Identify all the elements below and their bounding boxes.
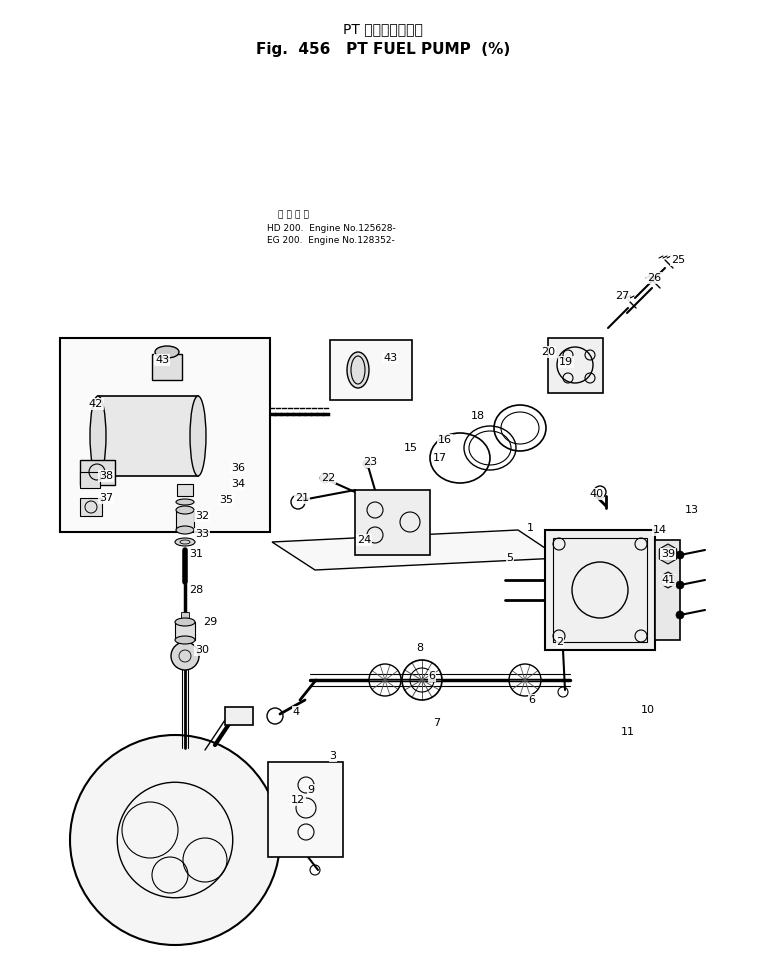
Circle shape — [676, 551, 684, 559]
Bar — [181, 612, 189, 618]
Bar — [98, 396, 198, 476]
Text: 26: 26 — [647, 273, 661, 283]
Bar — [80, 460, 115, 485]
Text: 37: 37 — [99, 493, 113, 503]
Ellipse shape — [90, 396, 106, 476]
Polygon shape — [660, 544, 676, 564]
Ellipse shape — [347, 352, 369, 388]
Text: 5: 5 — [506, 553, 513, 563]
Text: 11: 11 — [621, 727, 635, 737]
Text: 41: 41 — [661, 575, 675, 585]
Ellipse shape — [175, 618, 195, 626]
Circle shape — [363, 460, 371, 468]
Text: 39: 39 — [661, 549, 675, 559]
Text: 1: 1 — [526, 523, 534, 533]
Bar — [355, 490, 430, 555]
Ellipse shape — [175, 636, 195, 644]
Text: 9: 9 — [308, 785, 314, 795]
Text: 33: 33 — [195, 529, 209, 539]
Text: 18: 18 — [471, 411, 485, 421]
Text: 40: 40 — [589, 489, 603, 499]
Text: 36: 36 — [231, 463, 245, 473]
Bar — [268, 762, 343, 857]
Text: 34: 34 — [231, 479, 245, 489]
Text: 20: 20 — [541, 347, 555, 357]
Text: 適 用 車 種: 適 用 車 種 — [278, 210, 309, 219]
Text: 23: 23 — [363, 457, 377, 467]
Circle shape — [676, 581, 684, 589]
Bar — [176, 510, 194, 530]
Text: 10: 10 — [641, 705, 655, 715]
Text: 19: 19 — [559, 357, 573, 367]
Bar — [330, 340, 412, 400]
Text: 38: 38 — [99, 471, 113, 481]
Text: 28: 28 — [189, 585, 203, 595]
Ellipse shape — [190, 396, 206, 476]
Text: PT フェェルポンプ: PT フェェルポンプ — [343, 22, 423, 36]
Ellipse shape — [176, 526, 194, 534]
Ellipse shape — [176, 506, 194, 514]
Circle shape — [171, 642, 199, 670]
Text: 13: 13 — [685, 505, 699, 515]
Text: EG 200.  Engine No.128352-: EG 200. Engine No.128352- — [267, 236, 395, 245]
Bar — [548, 338, 603, 393]
Text: 15: 15 — [404, 443, 418, 453]
Text: 30: 30 — [195, 645, 209, 655]
Text: 3: 3 — [330, 751, 337, 761]
Text: 7: 7 — [433, 718, 440, 728]
Text: 24: 24 — [357, 535, 371, 545]
Polygon shape — [661, 572, 675, 588]
Bar — [80, 498, 102, 516]
Text: 32: 32 — [195, 511, 209, 521]
Bar — [80, 472, 100, 488]
Circle shape — [676, 611, 684, 619]
Ellipse shape — [155, 346, 179, 358]
Text: 25: 25 — [671, 255, 685, 265]
Bar — [655, 540, 680, 640]
Circle shape — [70, 735, 280, 945]
Ellipse shape — [176, 499, 194, 505]
Text: 2: 2 — [556, 637, 564, 647]
Text: 31: 31 — [189, 549, 203, 559]
Circle shape — [320, 473, 330, 483]
Text: 42: 42 — [89, 399, 103, 409]
Bar — [553, 538, 647, 642]
Polygon shape — [272, 530, 560, 570]
Bar — [177, 484, 193, 496]
Text: Fig.  456   PT FUEL PUMP  (%): Fig. 456 PT FUEL PUMP (%) — [256, 42, 510, 57]
Text: 4: 4 — [292, 707, 300, 717]
Text: 17: 17 — [433, 453, 447, 463]
Text: 43: 43 — [383, 353, 397, 363]
Text: 8: 8 — [416, 643, 423, 653]
Text: 22: 22 — [321, 473, 335, 483]
Bar — [175, 622, 195, 640]
Text: 6: 6 — [429, 671, 436, 681]
Text: 12: 12 — [291, 795, 305, 805]
Text: 14: 14 — [653, 525, 667, 535]
Text: 6: 6 — [528, 695, 535, 705]
Bar — [225, 707, 253, 725]
Text: 27: 27 — [615, 291, 629, 301]
Text: 29: 29 — [203, 617, 217, 627]
Bar — [545, 530, 655, 650]
Bar — [60, 338, 270, 532]
Text: HD 200.  Engine No.125628-: HD 200. Engine No.125628- — [267, 224, 396, 233]
Ellipse shape — [175, 538, 195, 546]
Bar — [152, 354, 182, 380]
Text: 43: 43 — [155, 355, 169, 365]
Text: 35: 35 — [219, 495, 233, 505]
Text: 21: 21 — [295, 493, 309, 503]
Text: 16: 16 — [438, 435, 452, 445]
